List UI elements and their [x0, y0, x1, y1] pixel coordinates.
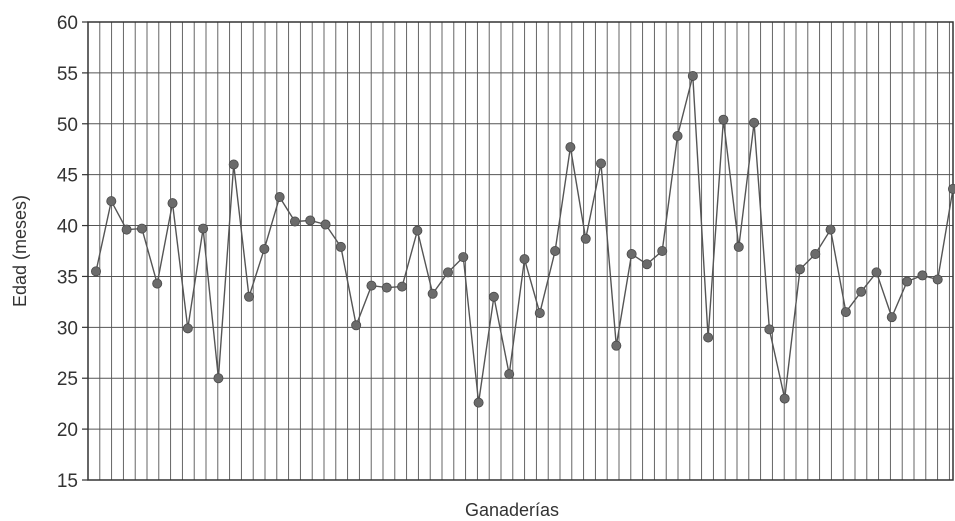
data-point — [733, 241, 744, 252]
data-point — [397, 281, 408, 292]
data-point — [932, 274, 943, 285]
y-tick-label: 35 — [57, 267, 78, 288]
data-point — [504, 369, 515, 380]
data-points — [91, 70, 955, 408]
data-point — [152, 278, 163, 289]
data-point — [442, 267, 453, 278]
y-tick-label: 40 — [57, 217, 78, 238]
data-point — [213, 373, 224, 384]
data-point — [106, 196, 117, 207]
y-tick-label: 20 — [57, 420, 78, 441]
data-point — [856, 286, 867, 297]
data-point — [596, 158, 607, 169]
data-point — [641, 259, 652, 270]
data-point — [91, 266, 102, 277]
data-point — [381, 282, 392, 293]
data-point — [672, 130, 683, 141]
data-point — [167, 198, 178, 209]
data-point — [902, 276, 913, 287]
data-point — [871, 267, 882, 278]
y-tick-label: 55 — [57, 64, 78, 85]
data-point — [228, 159, 239, 170]
data-point — [626, 249, 637, 260]
data-point — [948, 183, 955, 194]
data-point — [840, 307, 851, 318]
y-axis-ticks: 15 20 25 30 35 40 45 50 55 60 — [57, 13, 88, 492]
data-point — [351, 320, 362, 331]
data-point — [764, 324, 775, 335]
data-point — [335, 241, 346, 252]
data-point — [718, 114, 729, 125]
y-tick-label: 30 — [57, 318, 78, 339]
data-point — [749, 117, 760, 128]
data-point — [244, 291, 255, 302]
data-point — [289, 216, 300, 227]
data-point — [259, 243, 270, 254]
data-point — [488, 291, 499, 302]
data-point — [412, 225, 423, 236]
data-point — [121, 224, 132, 235]
data-point — [473, 397, 484, 408]
data-point — [917, 270, 928, 281]
data-point — [580, 233, 591, 244]
y-tick-label: 60 — [57, 13, 78, 34]
data-point — [519, 254, 530, 265]
data-point — [611, 340, 622, 351]
data-point — [810, 249, 821, 260]
data-point — [320, 219, 331, 230]
data-point — [550, 245, 561, 256]
data-point — [886, 312, 897, 323]
y-tick-label: 15 — [57, 471, 78, 492]
y-tick-label: 50 — [57, 115, 78, 136]
data-point — [182, 323, 193, 334]
data-point — [198, 223, 209, 234]
x-axis-label: Ganaderías — [465, 500, 559, 520]
y-tick-label: 25 — [57, 369, 78, 390]
data-point — [565, 142, 576, 153]
data-point — [427, 288, 438, 299]
data-point — [703, 332, 714, 343]
data-point — [687, 70, 698, 81]
data-point — [136, 223, 147, 234]
data-point — [794, 264, 805, 275]
y-tick-label: 45 — [57, 166, 78, 187]
data-point — [458, 252, 469, 263]
data-point — [779, 393, 790, 404]
y-axis-label: Edad (meses) — [10, 195, 30, 307]
data-point — [657, 245, 668, 256]
data-point — [534, 308, 545, 319]
plot-frame — [87, 21, 954, 481]
data-point — [825, 224, 836, 235]
data-point — [305, 215, 316, 226]
vertical-gridlines — [99, 22, 950, 480]
data-point — [366, 280, 377, 291]
data-point — [274, 192, 285, 203]
